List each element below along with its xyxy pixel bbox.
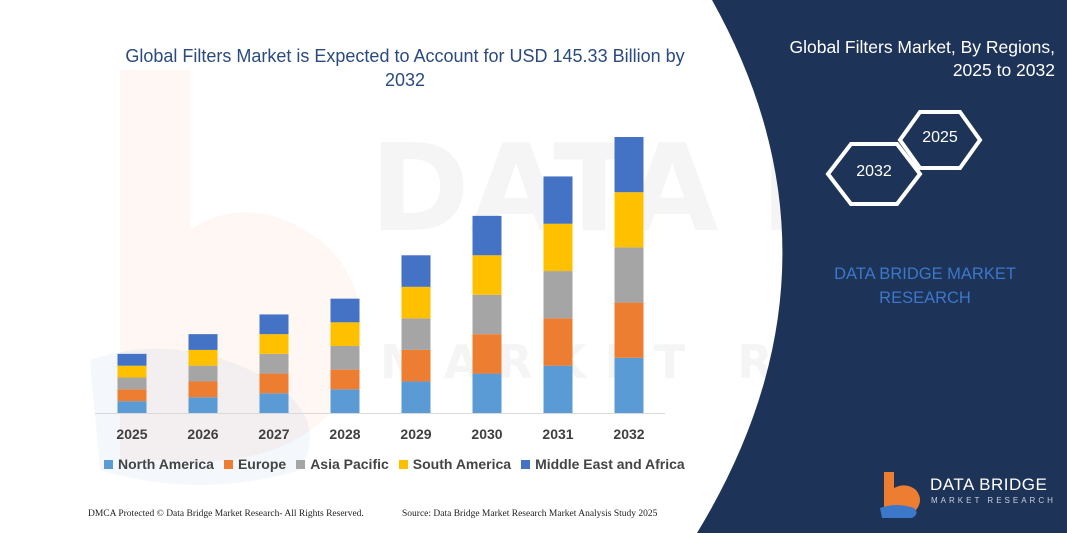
- logo-subtext: MARKET RESEARCH: [931, 496, 1056, 505]
- x-tick-label: 2031: [542, 426, 573, 442]
- bar-segment: [259, 314, 289, 335]
- legend-swatch: [223, 459, 233, 469]
- bar-segment: [117, 353, 147, 366]
- hex-label-2025: 2025: [922, 129, 958, 146]
- bar-segment: [117, 401, 147, 413]
- hex-label-2032: 2032: [856, 163, 892, 180]
- legend-swatch: [296, 459, 306, 469]
- hexagon-back-shape: [897, 110, 983, 170]
- bar-segment: [543, 271, 573, 319]
- legend-item: Middle East and Africa: [521, 456, 685, 472]
- bar-segment: [614, 247, 644, 303]
- legend-swatch: [104, 459, 113, 469]
- bar-segment: [401, 381, 431, 413]
- legend-label: North America: [118, 456, 214, 472]
- chart-title: Global Filters Market is Expected to Acc…: [125, 46, 685, 90]
- x-tick-label: 2028: [329, 426, 360, 442]
- bar-segment: [401, 349, 431, 382]
- bar-segment: [472, 215, 502, 256]
- bar-segment: [614, 357, 644, 413]
- logo-text: DATA BRIDGE: [930, 475, 1048, 494]
- legend-item: South America: [398, 456, 512, 472]
- bar-segment: [401, 286, 431, 319]
- bar-segment: [472, 294, 502, 335]
- chart-plot: 2025 2026 2027 2028 2029 2030 2031 2032: [95, 137, 665, 442]
- x-tick-label: 2027: [258, 426, 289, 442]
- bar-segment: [614, 302, 644, 358]
- footer-source: Source: Data Bridge Market Research Mark…: [402, 509, 658, 519]
- legend-swatch: [398, 459, 408, 469]
- legend-label: Europe: [237, 456, 287, 472]
- legend-label: Middle East and Africa: [535, 456, 685, 472]
- bar-segment: [330, 369, 360, 390]
- bar-segment: [543, 223, 573, 272]
- x-tick-label: 2026: [187, 426, 218, 442]
- panel-title: Global Filters Market, By Regions, 2025 …: [789, 37, 1055, 80]
- bar-segment: [188, 381, 218, 398]
- bar-segment: [188, 365, 218, 382]
- bar-segment: [259, 353, 289, 374]
- bar-segment: [543, 318, 573, 366]
- x-tick-label: 2032: [613, 426, 644, 442]
- x-tick-label: 2025: [116, 426, 147, 442]
- legend-swatch: [521, 459, 531, 469]
- legend-item: Europe: [223, 456, 287, 472]
- bar-segment: [330, 389, 360, 413]
- bar-segment: [259, 334, 289, 354]
- bar-segment: [188, 349, 218, 366]
- bar-segment: [330, 322, 360, 346]
- brand-name: DATA BRIDGE MARKET RESEARCH: [834, 265, 1016, 307]
- bar-segment: [401, 255, 431, 287]
- bar-segment: [401, 318, 431, 350]
- legend-label: South America: [412, 456, 512, 472]
- chart-legend: North America Europe Asia Pacific South Ame…: [104, 456, 685, 472]
- bar-segment: [472, 373, 502, 413]
- bar-segment: [188, 334, 218, 350]
- x-tick-label: 2030: [471, 426, 502, 442]
- bar-segment: [614, 137, 644, 193]
- bar-segment: [259, 373, 289, 394]
- bar-segment: [330, 298, 360, 323]
- hexagon-front-shape: [825, 142, 923, 206]
- company-logo-icon: [880, 472, 920, 518]
- bar-segment: [188, 397, 218, 413]
- bar-segment: [330, 345, 360, 370]
- bar-segment: [259, 393, 289, 413]
- bar-segment: [472, 334, 502, 374]
- bar-segment: [543, 365, 573, 413]
- legend-item: Asia Pacific: [296, 456, 389, 472]
- legend-label: Asia Pacific: [310, 456, 389, 472]
- bar-segment: [614, 192, 644, 248]
- bar-segment: [117, 377, 147, 390]
- bar-segment: [543, 176, 573, 224]
- bar-segment: [117, 389, 147, 402]
- x-tick-label: 2029: [400, 426, 431, 442]
- bar-segment: [472, 255, 502, 295]
- legend-item: North America: [104, 456, 214, 472]
- bar-segment: [117, 365, 147, 378]
- footer-copyright: DMCA Protected © Data Bridge Market Rese…: [88, 509, 364, 519]
